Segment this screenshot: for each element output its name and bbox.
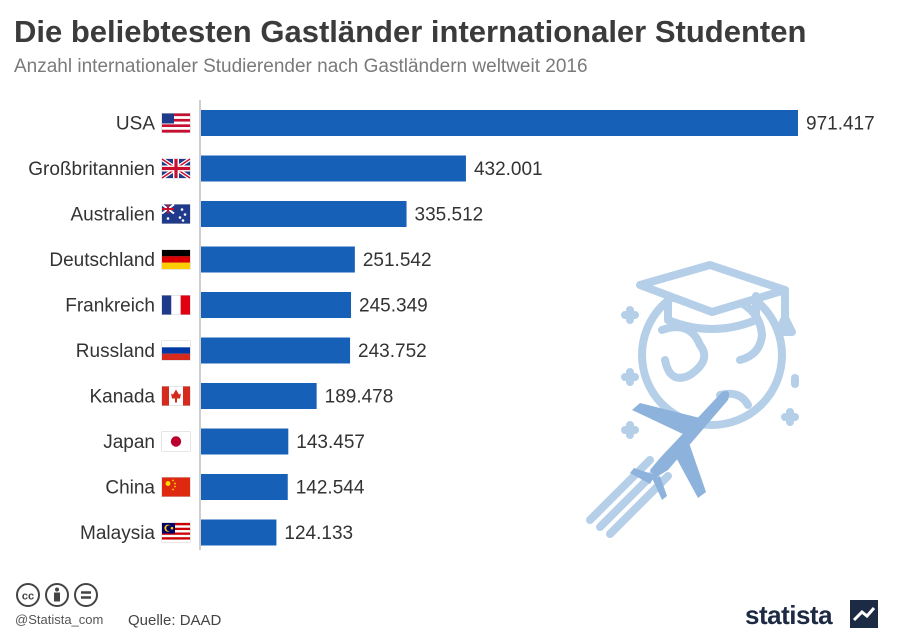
- bar-kanada: [201, 383, 317, 409]
- airplane-icon: [630, 391, 730, 500]
- china-flag-icon: [161, 477, 191, 497]
- category-label: Frankreich: [65, 296, 155, 317]
- category-label: Japan: [103, 432, 155, 453]
- value-label: 432.001: [474, 159, 543, 180]
- bar-australien: [201, 201, 407, 227]
- russia-flag-icon: [161, 340, 191, 361]
- value-label: 124.133: [284, 523, 353, 544]
- license-icons: cc: [16, 583, 98, 607]
- malaysia-flag-icon: [161, 522, 191, 543]
- graduation-illustration-icon: [586, 261, 799, 538]
- germany-flag-icon: [161, 249, 191, 270]
- source-note: Quelle: DAAD: [128, 612, 222, 629]
- value-label: 245.349: [359, 296, 428, 317]
- bar-großbritannien: [201, 155, 466, 182]
- category-label: China: [105, 478, 155, 499]
- no-derivatives-icon: [74, 583, 98, 607]
- category-label: Kanada: [89, 387, 155, 408]
- value-label: 243.752: [358, 341, 427, 362]
- bar-frankreich: [201, 292, 352, 318]
- attribution-icon: [45, 583, 69, 607]
- value-label: 143.457: [296, 432, 365, 453]
- bar-deutschland: [201, 246, 355, 273]
- us-flag-icon: [161, 113, 191, 133]
- value-label: 335.512: [415, 205, 484, 226]
- svg-text:cc: cc: [22, 591, 34, 603]
- statista-handle: @Statista_com: [15, 612, 104, 627]
- category-label: Malaysia: [80, 523, 155, 544]
- chart-subtitle: Anzahl internationaler Studierender nach…: [14, 56, 588, 77]
- france-flag-icon: [161, 295, 191, 315]
- japan-flag-icon: [161, 431, 191, 452]
- value-label: 142.544: [296, 478, 365, 499]
- australia-flag-icon: [161, 203, 191, 224]
- category-label: Russland: [76, 341, 155, 362]
- statista-logo-icon: [850, 600, 878, 628]
- category-label: Deutschland: [49, 250, 155, 271]
- bar-malaysia: [201, 519, 277, 546]
- category-label: USA: [116, 114, 155, 135]
- category-label: Australien: [71, 205, 156, 226]
- canada-flag-icon: [161, 386, 191, 406]
- creative-commons-icon: cc: [16, 583, 40, 607]
- category-label: Großbritannien: [28, 159, 155, 180]
- uk-flag-icon: [160, 157, 192, 180]
- bar-usa: [201, 110, 798, 136]
- bar-japan: [201, 428, 289, 455]
- bar-russland: [201, 337, 351, 364]
- bar-china: [201, 474, 288, 500]
- value-label: 189.478: [325, 387, 394, 408]
- chart-title: Die beliebtesten Gastländer internationa…: [14, 14, 807, 49]
- statista-logo: statista: [745, 600, 833, 630]
- value-label: 251.542: [363, 250, 432, 271]
- value-label: 971.417: [806, 114, 875, 135]
